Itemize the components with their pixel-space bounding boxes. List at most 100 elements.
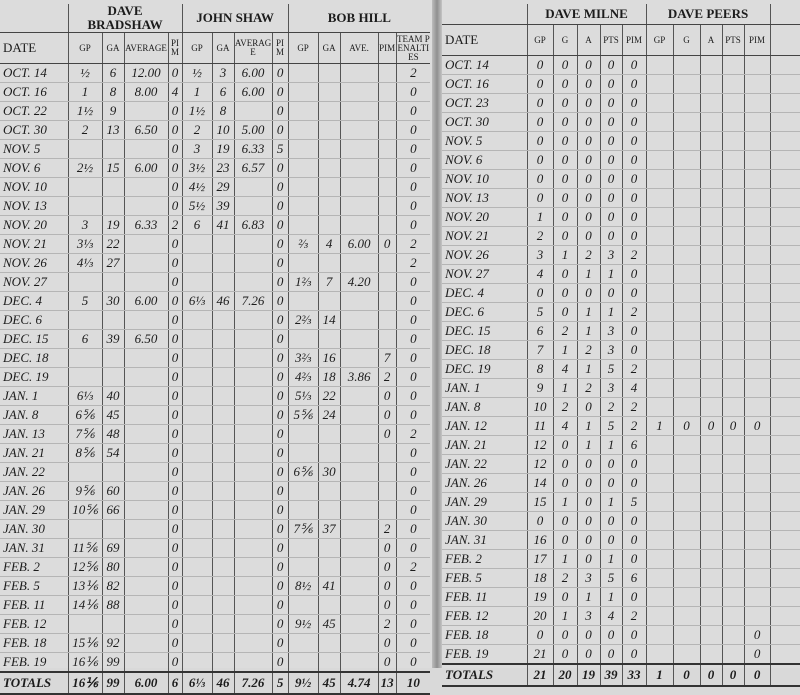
date-cell: JAN. 8 [0, 405, 68, 425]
stat-cell: 0 [271, 576, 289, 596]
stat-cell: 0 [271, 443, 289, 463]
table-row: OCT. 16 0 0 0 0 0 [442, 74, 800, 94]
stat-cell [672, 321, 701, 341]
stat-cell: 0 [576, 131, 600, 151]
stat-cell: 4 [621, 378, 647, 398]
stat-cell: 6.00 [233, 82, 273, 102]
stat-cell: 0 [395, 462, 431, 482]
stat-cell: 2 [621, 302, 647, 322]
stat-cell [211, 367, 235, 387]
stat-cell [721, 207, 745, 227]
stat-cell [287, 595, 319, 615]
stat-cell [317, 538, 341, 558]
stat-cell [721, 169, 745, 189]
stat-cell [123, 576, 168, 596]
stat-cell [769, 302, 800, 322]
stat-cell [769, 131, 800, 151]
table-row: NOV. 10 0 0 0 0 0 [442, 169, 800, 189]
stat-cell: 0 [526, 169, 553, 189]
date-cell: FEB. 12 [442, 606, 527, 626]
column-header: GP [526, 24, 553, 56]
stat-cell [287, 329, 319, 349]
stat-cell: 2 [377, 614, 397, 634]
stat-cell: 0 [552, 625, 577, 645]
stat-cell: 0 [167, 557, 183, 577]
stat-cell [101, 519, 124, 539]
table-row: FEB. 2 12⅚ 80 0 0 0 2 [0, 557, 431, 577]
stat-cell: 14⅙ [67, 595, 102, 615]
stat-cell: 0 [395, 348, 431, 368]
stat-cell [769, 264, 800, 284]
stat-cell [123, 234, 168, 254]
date-cell: JAN. 1 [0, 386, 68, 406]
stat-cell: 0 [576, 207, 600, 227]
stat-cell [211, 557, 235, 577]
stat-cell: 3 [599, 378, 622, 398]
stat-cell: 21 [526, 644, 553, 665]
stat-cell [672, 283, 701, 303]
date-cell: FEB. 18 [0, 633, 68, 653]
stat-cell: 0 [576, 492, 600, 512]
total-cell: 46 [211, 671, 235, 695]
column-header: G [672, 24, 701, 56]
stat-cell [339, 348, 379, 368]
stat-cell [317, 196, 341, 216]
stat-cell [233, 614, 273, 634]
stat-cell [672, 378, 701, 398]
stat-cell: 4⅓ [67, 253, 102, 273]
totals-row: TOTALS 16⅙ 99 6.00 6 6⅓ 46 7.26 5 9½ 45 4.74 13 10 [0, 671, 431, 695]
stat-cell: 2 [552, 397, 577, 417]
stat-cell: 2 [599, 397, 622, 417]
stat-cell: 15 [526, 492, 553, 512]
stat-cell [699, 321, 723, 341]
stat-cell [181, 234, 213, 254]
stat-cell: 0 [526, 131, 553, 151]
stat-cell [721, 245, 745, 265]
date-cell: JAN. 12 [442, 416, 527, 436]
stat-cell [721, 397, 745, 417]
stat-cell: 3½ [181, 158, 213, 178]
stat-cell: 6 [67, 329, 102, 349]
stat-cell: 6 [526, 321, 553, 341]
stat-cell [123, 310, 168, 330]
stat-cell [101, 177, 124, 197]
stat-cell [672, 625, 701, 645]
stat-cell [721, 625, 745, 645]
stat-cell [769, 530, 800, 550]
stat-cell: 0 [526, 150, 553, 170]
date-cell: OCT. 30 [442, 112, 527, 132]
stat-cell: 0 [167, 196, 183, 216]
stat-cell: 0 [395, 272, 431, 292]
column-header: PIM [377, 32, 397, 64]
stat-cell [233, 595, 273, 615]
stat-cell [769, 321, 800, 341]
stat-cell [377, 158, 397, 178]
stat-cell: 0 [167, 348, 183, 368]
stat-cell [317, 633, 341, 653]
date-cell: JAN. 21 [442, 435, 527, 455]
stat-cell: 80 [101, 557, 124, 577]
stat-cell: 7 [526, 340, 553, 360]
stat-cell [123, 443, 168, 463]
table-row: FEB. 5 13⅙ 82 0 0 8½ 41 0 0 [0, 576, 431, 596]
stat-cell [181, 253, 213, 273]
stat-cell [743, 549, 771, 569]
stat-cell: 0 [526, 55, 553, 75]
stat-cell: 0 [395, 101, 431, 121]
stat-cell: 2 [377, 367, 397, 387]
total-cell: 19 [576, 663, 600, 687]
table-row: OCT. 16 1 8 8.00 4 1 6 6.00 0 0 [0, 82, 431, 102]
stat-cell: 0 [271, 310, 289, 330]
stat-cell [181, 538, 213, 558]
stat-cell [287, 633, 319, 653]
stat-cell: 1 [599, 435, 622, 455]
stat-cell [317, 139, 341, 159]
stat-cell: 24 [317, 405, 341, 425]
stat-cell [101, 310, 124, 330]
stat-cell [339, 329, 379, 349]
stat-cell [123, 633, 168, 653]
table-row: FEB. 19 21 0 0 0 0 0 [442, 644, 800, 665]
stat-cell [339, 652, 379, 673]
table-row: FEB. 12 0 0 9½ 45 2 0 [0, 614, 431, 634]
